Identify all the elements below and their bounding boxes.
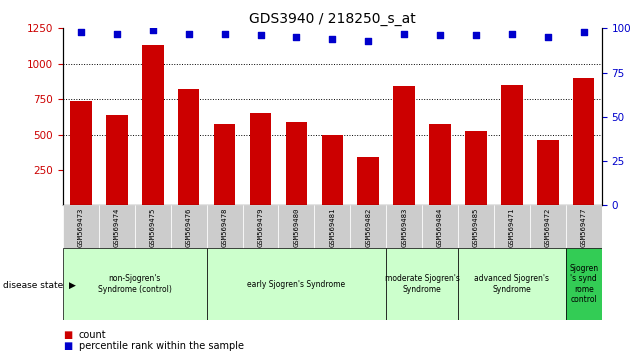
FancyBboxPatch shape <box>458 205 494 250</box>
Text: GSM569473: GSM569473 <box>78 207 84 247</box>
Text: moderate Sjogren's
Syndrome: moderate Sjogren's Syndrome <box>385 274 459 294</box>
Text: GSM569478: GSM569478 <box>222 207 227 247</box>
FancyBboxPatch shape <box>386 205 422 250</box>
FancyBboxPatch shape <box>458 248 566 320</box>
FancyBboxPatch shape <box>422 205 458 250</box>
Point <box>256 33 266 38</box>
Text: GSM569471: GSM569471 <box>509 207 515 247</box>
Bar <box>501 85 523 205</box>
Point <box>542 34 553 40</box>
Point <box>435 33 445 38</box>
Point <box>363 38 373 44</box>
FancyBboxPatch shape <box>63 205 99 250</box>
Bar <box>357 157 379 205</box>
Bar <box>429 124 451 205</box>
Text: GSM569484: GSM569484 <box>437 207 443 247</box>
FancyBboxPatch shape <box>278 205 314 250</box>
Text: advanced Sjogren's
Syndrome: advanced Sjogren's Syndrome <box>474 274 549 294</box>
Bar <box>70 101 92 205</box>
Point <box>578 29 588 35</box>
Text: ■: ■ <box>63 341 72 351</box>
Text: ■: ■ <box>63 330 72 339</box>
Bar <box>249 113 272 205</box>
Bar <box>285 122 307 205</box>
Bar <box>573 78 595 205</box>
Bar <box>393 86 415 205</box>
Title: GDS3940 / 218250_s_at: GDS3940 / 218250_s_at <box>249 12 416 26</box>
Text: GSM569481: GSM569481 <box>329 207 335 247</box>
Text: GSM569474: GSM569474 <box>114 207 120 247</box>
Bar <box>178 89 200 205</box>
Bar <box>106 115 128 205</box>
Text: percentile rank within the sample: percentile rank within the sample <box>79 341 244 351</box>
FancyBboxPatch shape <box>171 205 207 250</box>
Text: GSM569476: GSM569476 <box>186 207 192 247</box>
Text: GSM569475: GSM569475 <box>150 207 156 247</box>
Point <box>76 29 86 35</box>
Text: GSM569482: GSM569482 <box>365 207 371 247</box>
FancyBboxPatch shape <box>207 248 386 320</box>
Bar <box>321 135 343 205</box>
Text: GSM569485: GSM569485 <box>473 207 479 247</box>
Point <box>219 31 229 36</box>
Bar <box>537 140 559 205</box>
FancyBboxPatch shape <box>350 205 386 250</box>
Text: early Sjogren's Syndrome: early Sjogren's Syndrome <box>248 280 345 289</box>
FancyBboxPatch shape <box>566 205 602 250</box>
FancyBboxPatch shape <box>63 248 207 320</box>
Text: non-Sjogren's
Syndrome (control): non-Sjogren's Syndrome (control) <box>98 274 172 294</box>
FancyBboxPatch shape <box>386 248 458 320</box>
FancyBboxPatch shape <box>99 205 135 250</box>
Point <box>507 31 517 36</box>
Bar <box>214 124 236 205</box>
Text: GSM569477: GSM569477 <box>581 207 587 247</box>
Point <box>147 27 158 33</box>
Point <box>184 31 194 36</box>
FancyBboxPatch shape <box>207 205 243 250</box>
FancyBboxPatch shape <box>494 205 530 250</box>
Text: count: count <box>79 330 106 339</box>
Text: GSM569472: GSM569472 <box>545 207 551 247</box>
Text: GSM569479: GSM569479 <box>258 207 263 247</box>
Text: GSM569480: GSM569480 <box>294 207 299 247</box>
Bar <box>465 131 487 205</box>
Point <box>399 31 409 36</box>
Text: disease state  ▶: disease state ▶ <box>3 280 76 290</box>
Text: Sjogren
's synd
rome
control: Sjogren 's synd rome control <box>569 264 598 304</box>
Point <box>291 34 301 40</box>
Text: GSM569483: GSM569483 <box>401 207 407 247</box>
FancyBboxPatch shape <box>530 205 566 250</box>
Point <box>471 33 481 38</box>
FancyBboxPatch shape <box>135 205 171 250</box>
FancyBboxPatch shape <box>243 205 278 250</box>
Point <box>112 31 122 36</box>
FancyBboxPatch shape <box>566 248 602 320</box>
FancyBboxPatch shape <box>314 205 350 250</box>
Point <box>328 36 338 42</box>
Bar <box>142 45 164 205</box>
